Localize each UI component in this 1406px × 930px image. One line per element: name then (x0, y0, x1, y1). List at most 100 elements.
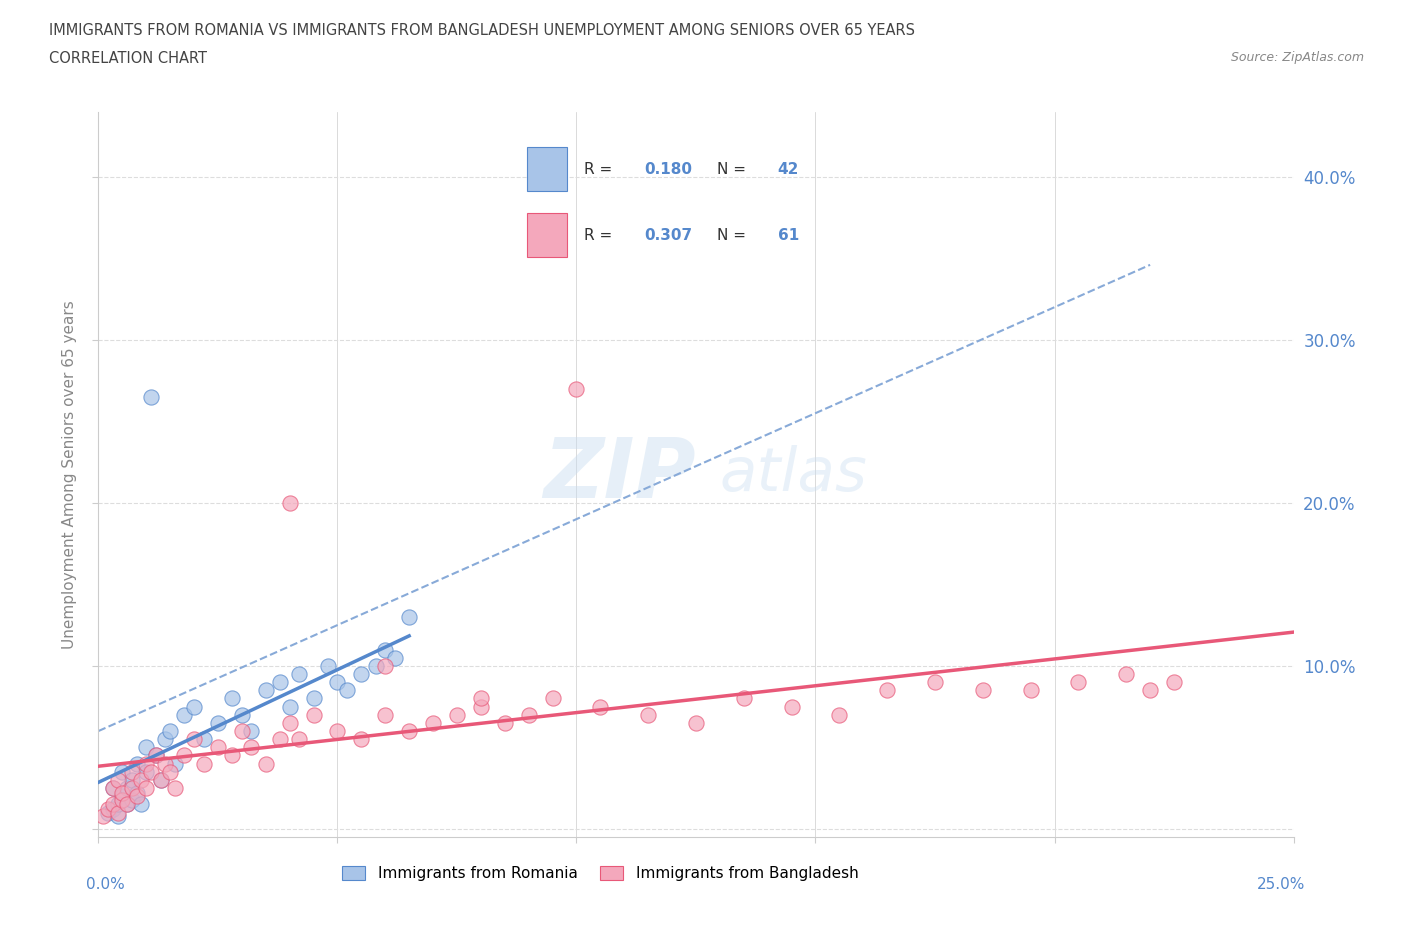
Point (269, 674, 291, 689)
Point (1067, 674, 1090, 689)
Point (326, 724, 349, 738)
Point (336, 683, 359, 698)
Point (115, 797, 138, 812)
Point (131, 773, 153, 788)
Point (1115, 667, 1137, 682)
Point (398, 724, 420, 738)
Point (107, 808, 129, 823)
Point (374, 708, 396, 723)
Point (278, 496, 301, 511)
Point (384, 650, 406, 665)
Point (155, 756, 177, 771)
Point (115, 780, 138, 795)
Point (159, 724, 181, 738)
Text: ZIP: ZIP (543, 433, 696, 515)
Point (111, 789, 134, 804)
Point (135, 764, 157, 779)
Point (207, 740, 229, 755)
Point (193, 732, 215, 747)
Text: CORRELATION CHART: CORRELATION CHART (49, 51, 207, 66)
Point (278, 715, 301, 730)
Text: atlas: atlas (720, 445, 868, 504)
Point (125, 789, 148, 804)
Point (145, 748, 167, 763)
Point (240, 740, 263, 755)
Text: 25.0%: 25.0% (1257, 877, 1306, 892)
Point (115, 797, 138, 812)
Point (924, 674, 946, 689)
Point (446, 708, 468, 723)
Point (111, 786, 134, 801)
Point (221, 691, 243, 706)
Point (637, 708, 659, 723)
Point (374, 658, 396, 673)
Point (1019, 683, 1042, 698)
Point (101, 780, 124, 795)
Point (278, 699, 301, 714)
Point (159, 764, 181, 779)
Point (149, 773, 172, 788)
Point (364, 658, 387, 673)
Point (972, 683, 994, 698)
Point (422, 715, 444, 730)
Point (733, 691, 755, 706)
Point (254, 683, 277, 698)
Point (780, 699, 803, 714)
Point (125, 786, 148, 801)
Point (254, 756, 277, 771)
Point (326, 674, 349, 689)
Point (149, 773, 172, 788)
Point (111, 764, 134, 779)
Point (565, 381, 588, 396)
Point (828, 708, 851, 723)
Point (269, 732, 291, 747)
Point (125, 756, 148, 771)
Point (470, 691, 492, 706)
Point (121, 773, 143, 788)
Point (350, 732, 373, 747)
Legend: Immigrants from Romania, Immigrants from Bangladesh: Immigrants from Romania, Immigrants from… (336, 860, 865, 887)
Point (207, 715, 229, 730)
Point (193, 756, 215, 771)
Point (316, 658, 339, 673)
Point (163, 780, 186, 795)
Point (1139, 683, 1161, 698)
Point (1163, 674, 1185, 689)
Point (97, 802, 120, 817)
Point (135, 740, 157, 755)
Point (221, 748, 243, 763)
Point (183, 732, 205, 747)
Point (107, 805, 129, 820)
Point (101, 802, 124, 817)
Point (121, 764, 143, 779)
Point (494, 715, 516, 730)
Point (121, 792, 143, 807)
Point (107, 797, 129, 812)
Point (101, 780, 124, 795)
Point (589, 699, 612, 714)
Point (350, 667, 373, 682)
Point (135, 780, 157, 795)
Point (131, 797, 153, 812)
Point (517, 708, 540, 723)
Text: IMMIGRANTS FROM ROMANIA VS IMMIGRANTS FROM BANGLADESH UNEMPLOYMENT AMONG SENIORS: IMMIGRANTS FROM ROMANIA VS IMMIGRANTS FR… (49, 23, 915, 38)
Point (183, 699, 205, 714)
Point (876, 683, 898, 698)
Point (398, 609, 420, 624)
Point (302, 691, 325, 706)
Point (240, 724, 263, 738)
Point (145, 748, 167, 763)
Point (111, 792, 134, 807)
Point (302, 708, 325, 723)
Point (91, 808, 114, 823)
Point (288, 667, 311, 682)
Point (231, 724, 253, 738)
Text: 0.0%: 0.0% (87, 877, 125, 892)
Point (173, 708, 195, 723)
Point (139, 764, 162, 779)
Point (135, 756, 157, 771)
Point (173, 748, 195, 763)
Point (107, 773, 129, 788)
Point (374, 642, 396, 657)
Point (470, 699, 492, 714)
